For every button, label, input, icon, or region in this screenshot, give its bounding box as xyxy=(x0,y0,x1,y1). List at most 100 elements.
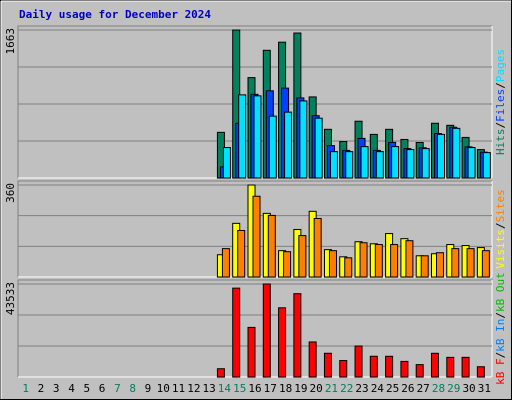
bar xyxy=(481,250,490,278)
bar xyxy=(420,255,429,278)
bar xyxy=(252,195,261,278)
bar xyxy=(284,111,293,179)
legend-separator: / xyxy=(494,222,507,229)
bar xyxy=(375,151,384,179)
bar xyxy=(415,364,424,378)
bar xyxy=(344,257,353,278)
legend-entry: kB In xyxy=(494,319,507,352)
bar xyxy=(293,293,302,378)
legend-separator: / xyxy=(494,82,507,89)
x-tick-label: 26 xyxy=(401,382,414,395)
bar xyxy=(329,151,338,179)
legend: Visits/Sites xyxy=(494,189,507,269)
bar xyxy=(278,307,287,378)
bar xyxy=(359,242,368,278)
bar xyxy=(451,248,460,278)
x-tick-label: 24 xyxy=(371,382,385,395)
bar xyxy=(299,100,308,179)
x-tick-label: 6 xyxy=(99,382,106,395)
bar xyxy=(247,326,256,378)
y-tick-label: 360 xyxy=(4,183,17,203)
legend-entry: Sites xyxy=(494,189,507,222)
legend-separator: / xyxy=(494,312,507,319)
bar xyxy=(237,229,246,278)
bar xyxy=(461,356,470,378)
bar xyxy=(354,345,363,378)
x-tick-label: 4 xyxy=(68,382,75,395)
legend-entry: Hits xyxy=(494,129,507,156)
chart-title: Daily usage for December 2024 xyxy=(19,8,211,21)
legend-entry: Files xyxy=(494,89,507,122)
bar xyxy=(405,240,414,278)
x-tick-label: 9 xyxy=(145,382,152,395)
x-tick-label: 18 xyxy=(279,382,292,395)
x-tick-label: 29 xyxy=(447,382,460,395)
x-tick-label: 8 xyxy=(129,382,136,395)
bar xyxy=(406,149,415,179)
x-tick-label: 3 xyxy=(53,382,60,395)
bar xyxy=(262,283,271,378)
bar xyxy=(482,152,491,179)
bar xyxy=(400,360,409,378)
x-tick-label: 21 xyxy=(325,382,338,395)
x-tick-label: 19 xyxy=(294,382,307,395)
legend-entry: kB Out xyxy=(494,272,507,312)
bar xyxy=(222,147,231,179)
x-tick-label: 27 xyxy=(417,382,430,395)
x-tick-label: 2 xyxy=(38,382,45,395)
bar xyxy=(467,147,476,179)
bar xyxy=(238,94,247,179)
x-tick-label: 13 xyxy=(203,382,216,395)
bar xyxy=(360,146,369,179)
x-tick-label: 5 xyxy=(83,382,90,395)
bar xyxy=(308,341,317,378)
x-tick-label: 11 xyxy=(172,382,185,395)
bar xyxy=(436,133,445,179)
legend-entry: kB F xyxy=(494,358,507,385)
bar xyxy=(374,244,383,278)
y-tick-label: 43533 xyxy=(4,282,17,315)
bar xyxy=(298,235,307,278)
bar xyxy=(313,217,322,278)
x-tick-label: 28 xyxy=(432,382,445,395)
x-tick-label: 23 xyxy=(355,382,368,395)
bar xyxy=(430,352,439,378)
bar xyxy=(323,352,332,378)
bar xyxy=(435,252,444,278)
legend-separator: / xyxy=(494,122,507,129)
x-tick-label: 14 xyxy=(218,382,232,395)
x-tick-label: 15 xyxy=(233,382,246,395)
bar xyxy=(339,360,348,378)
bar xyxy=(452,127,461,179)
x-tick-label: 30 xyxy=(462,382,475,395)
bar xyxy=(232,287,241,378)
bar xyxy=(267,214,276,278)
bar xyxy=(385,355,394,378)
x-tick-label: 31 xyxy=(478,382,491,395)
x-tick-label: 1 xyxy=(22,382,29,395)
x-tick-label: 10 xyxy=(157,382,170,395)
bar xyxy=(466,248,475,278)
x-tick-label: 16 xyxy=(248,382,261,395)
bar xyxy=(476,366,485,378)
bar xyxy=(421,148,430,179)
x-tick-label: 22 xyxy=(340,382,353,395)
legend-separator: / xyxy=(494,352,507,359)
bar xyxy=(216,368,225,378)
x-tick-label: 17 xyxy=(264,382,277,395)
legend: kB F/kB In/kB Out xyxy=(494,272,507,385)
legend-entry: Visits xyxy=(494,229,507,269)
bar xyxy=(221,248,230,278)
legend: Hits/Files/Pages xyxy=(494,49,507,155)
legend-entry: Pages xyxy=(494,49,507,82)
x-tick-label: 20 xyxy=(310,382,323,395)
x-tick-label: 12 xyxy=(187,382,200,395)
x-tick-label: 7 xyxy=(114,382,121,395)
bar xyxy=(253,95,262,179)
bar xyxy=(314,117,323,179)
bar xyxy=(283,251,292,278)
bar xyxy=(390,244,399,278)
y-tick-label: 1663 xyxy=(4,28,17,55)
